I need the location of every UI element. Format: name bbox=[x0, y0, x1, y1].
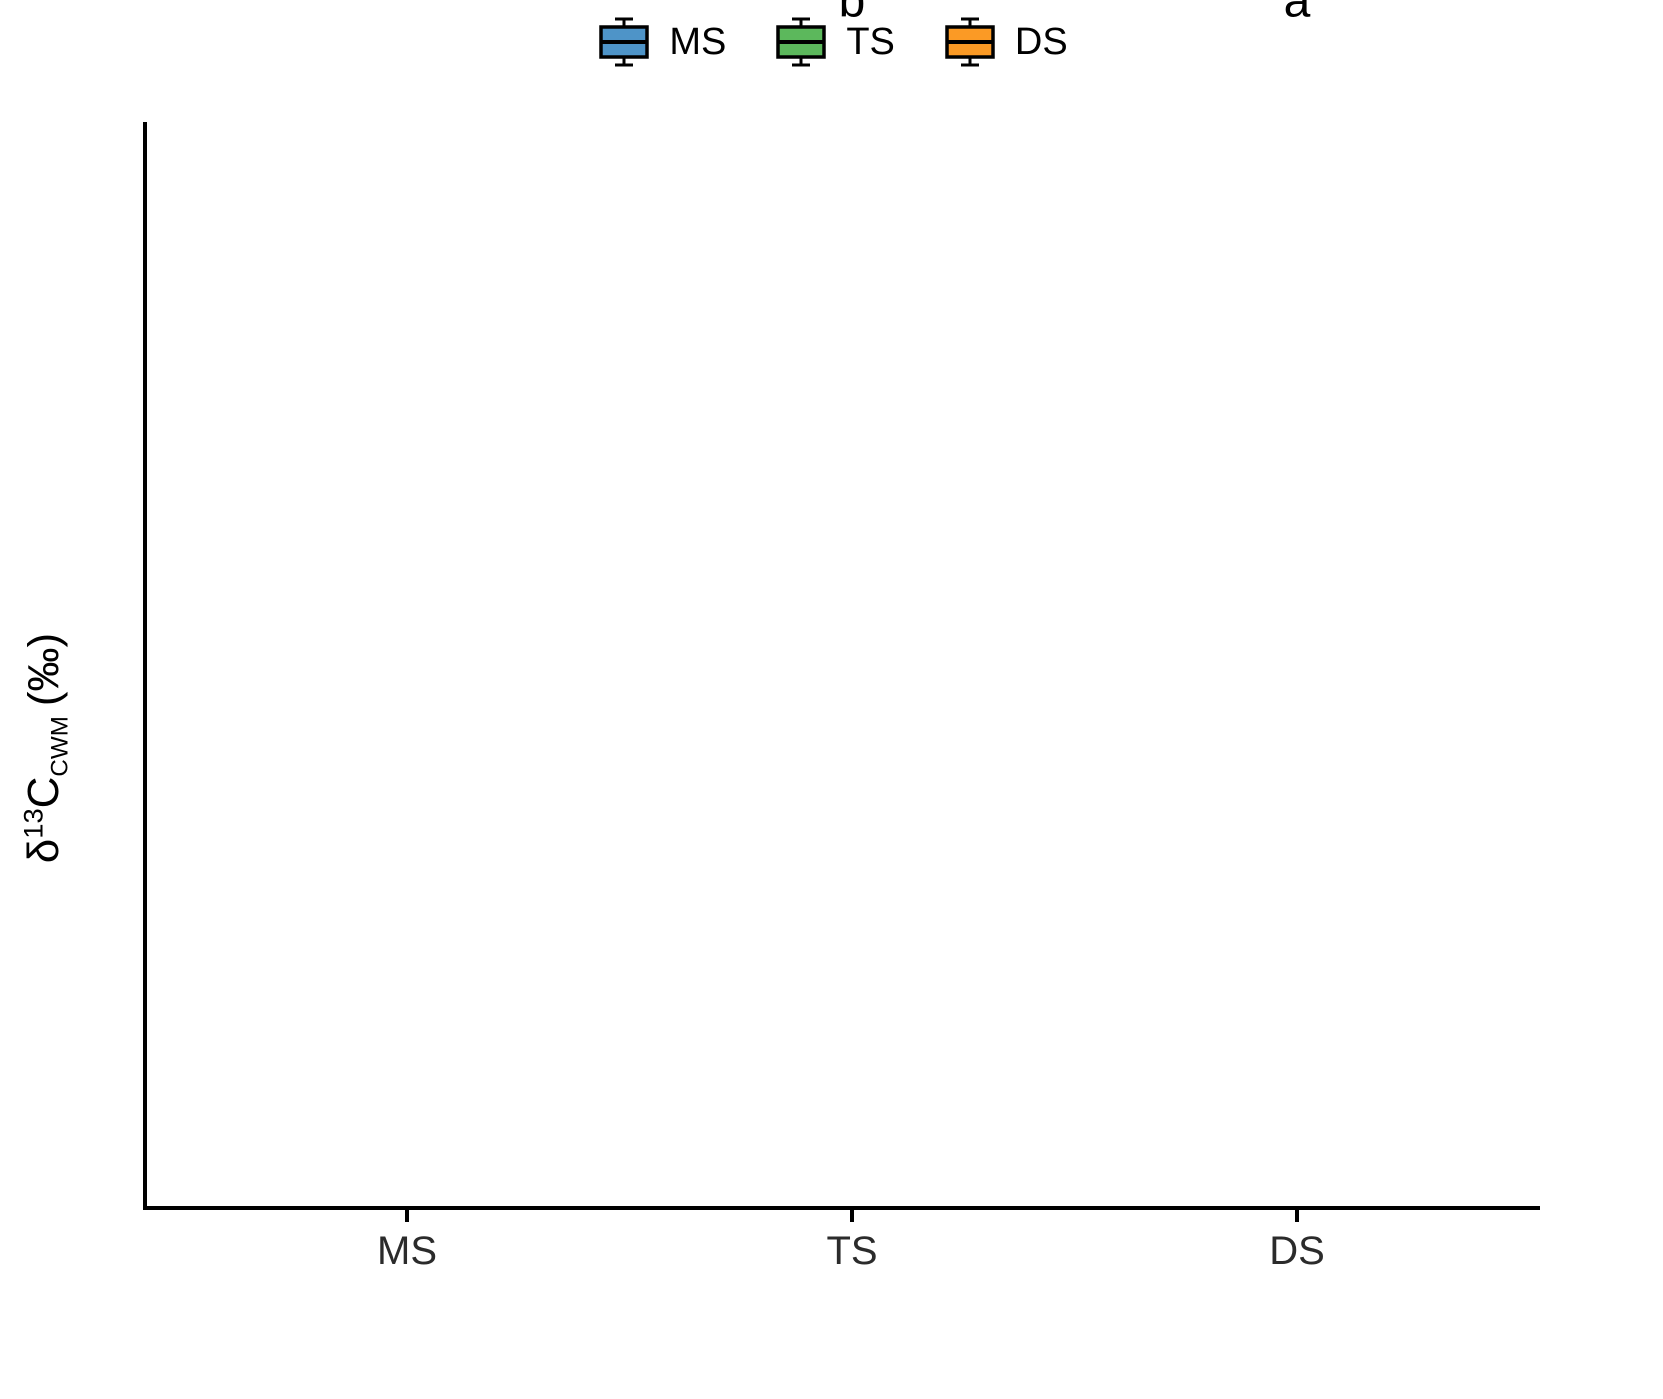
legend-label-MS: MS bbox=[669, 20, 727, 63]
boxplot-group-DS: a bbox=[1284, 0, 1311, 28]
x-tick-label-DS: DS bbox=[1269, 1229, 1325, 1273]
legend: MS TS DS bbox=[0, 16, 1663, 68]
legend-label-DS: DS bbox=[1014, 20, 1068, 63]
boxplot-key-icon bbox=[776, 17, 827, 67]
boxplot-key-icon bbox=[945, 17, 995, 67]
significance-letter-TS: b bbox=[839, 0, 866, 28]
legend-item-DS: DS bbox=[941, 16, 1068, 68]
x-tick-label-MS: MS bbox=[377, 1229, 437, 1273]
legend-item-MS: MS bbox=[595, 16, 726, 68]
boxplot-key-icon bbox=[599, 17, 650, 67]
x-tick-label-TS: TS bbox=[826, 1229, 877, 1273]
legend-item-TS: TS bbox=[772, 16, 895, 68]
legend-label-TS: TS bbox=[846, 20, 895, 63]
significance-letter-DS: a bbox=[1284, 0, 1311, 28]
boxplot-group-TS: b bbox=[839, 0, 866, 28]
